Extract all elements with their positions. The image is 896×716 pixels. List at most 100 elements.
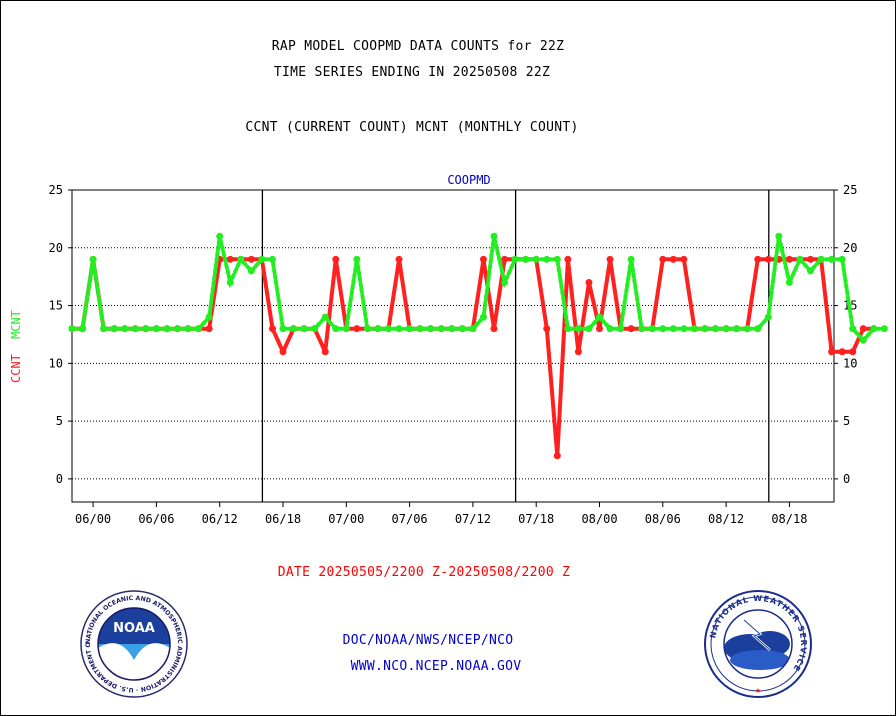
mcnt-point (184, 325, 192, 333)
mcnt-point (479, 313, 487, 321)
mcnt-point (522, 255, 530, 263)
mcnt-point (437, 325, 445, 333)
ccnt-point (226, 255, 234, 263)
ccnt-point (680, 255, 688, 263)
mcnt-point (564, 325, 572, 333)
x-tick-label: 07/00 (328, 512, 364, 526)
mcnt-point (427, 325, 435, 333)
y-tick-label-left: 10 (49, 356, 63, 370)
ccnt-point (268, 325, 276, 333)
ylabel-mcnt: MCNT (9, 310, 23, 339)
ccnt-point (828, 348, 836, 356)
mcnt-point (574, 325, 582, 333)
mcnt-point (416, 325, 424, 333)
ccnt-point (564, 255, 572, 263)
mcnt-point (237, 255, 245, 263)
mcnt-point (363, 325, 371, 333)
mcnt-point (733, 325, 741, 333)
mcnt-point (268, 255, 276, 263)
website-link[interactable]: WWW.NCO.NCEP.NOAA.GOV (350, 659, 522, 674)
x-tick-label: 06/12 (202, 512, 238, 526)
mcnt-point (163, 325, 171, 333)
mcnt-point (110, 325, 118, 333)
mcnt-point (743, 325, 751, 333)
ccnt-point (838, 348, 846, 356)
x-tick-label: 06/18 (265, 512, 301, 526)
y-tick-label-left: 20 (49, 241, 63, 255)
noaa-logo: NATIONAL OCEANIC AND ATMOSPHERIC ADMINIS… (80, 590, 188, 698)
ccnt-point (849, 348, 857, 356)
x-tick-label: 07/18 (518, 512, 554, 526)
ccnt-point (479, 255, 487, 263)
mcnt-point (638, 325, 646, 333)
mcnt-point (807, 267, 814, 275)
ccnt-point (490, 325, 498, 333)
mcnt-point (152, 325, 160, 333)
mcnt-point (585, 325, 593, 333)
ccnt-point (754, 255, 762, 263)
noaa-logo-text: NOAA (113, 621, 155, 636)
mcnt-point (701, 325, 709, 333)
mcnt-point (406, 325, 414, 333)
mcnt-point (648, 325, 656, 333)
x-tick-label: 08/00 (581, 512, 617, 526)
mcnt-point (712, 325, 720, 333)
mcnt-point (385, 325, 392, 333)
date-range-label: DATE 20250505/2200 Z-20250508/2200 Z (277, 565, 571, 580)
mcnt-point (511, 255, 519, 263)
mcnt-point (596, 313, 603, 321)
x-tick-label: 07/12 (455, 512, 491, 526)
x-tick-label: 06/06 (138, 512, 174, 526)
mcnt-point (838, 255, 846, 263)
mcnt-point (311, 325, 319, 333)
mcnt-point (247, 267, 255, 275)
ccnt-point (627, 325, 635, 333)
mcnt-point (501, 278, 509, 286)
ccnt-point (785, 255, 793, 263)
org-path-link[interactable]: DOC/NOAA/NWS/NCEP/NCO (342, 633, 514, 648)
mcnt-point (490, 232, 498, 240)
ccnt-point (247, 255, 255, 263)
chart-title-line-2: TIME SERIES ENDING IN 20250508 22Z (273, 65, 551, 80)
ccnt-point (807, 255, 814, 263)
mcnt-point (659, 325, 667, 333)
ccnt-point (553, 452, 561, 460)
mcnt-point (216, 232, 224, 240)
mcnt-point (722, 325, 730, 333)
mcnt-point (142, 325, 150, 333)
nws-logo: NATIONAL WEATHER SERVICE ★ (704, 590, 812, 698)
x-tick-label: 06/00 (75, 512, 111, 526)
mcnt-point (617, 325, 625, 333)
mcnt-point (374, 325, 382, 333)
ccnt-point (606, 255, 614, 263)
ccnt-point (659, 255, 667, 263)
mcnt-point (469, 325, 477, 333)
mcnt-point (300, 325, 308, 333)
mcnt-point (258, 255, 266, 263)
series-ccnt-line (72, 257, 874, 458)
x-tick-label: 08/18 (771, 512, 807, 526)
ylabel-ccnt: CCNT (9, 354, 23, 383)
mcnt-point (342, 325, 350, 333)
mcnt-point (606, 325, 614, 333)
ccnt-point (279, 348, 287, 356)
y-tick-label-right: 10 (843, 356, 857, 370)
mcnt-point (100, 325, 108, 333)
y-axis-labels: CCNT MCNT (9, 310, 23, 383)
y-tick-label-left: 15 (49, 299, 63, 313)
mcnt-point (764, 313, 772, 321)
ccnt-point (574, 348, 582, 356)
mcnt-point (205, 313, 213, 321)
ccnt-point (321, 348, 329, 356)
plot-area (71, 189, 835, 503)
mcnt-point (543, 255, 551, 263)
mcnt-point (321, 313, 329, 321)
mcnt-point (332, 325, 340, 333)
x-tick-label: 08/06 (645, 512, 681, 526)
mcnt-point (553, 255, 561, 263)
mcnt-point (195, 325, 203, 333)
mcnt-point (395, 325, 403, 333)
mcnt-point (680, 325, 688, 333)
y-tick-label-right: 5 (843, 414, 850, 428)
